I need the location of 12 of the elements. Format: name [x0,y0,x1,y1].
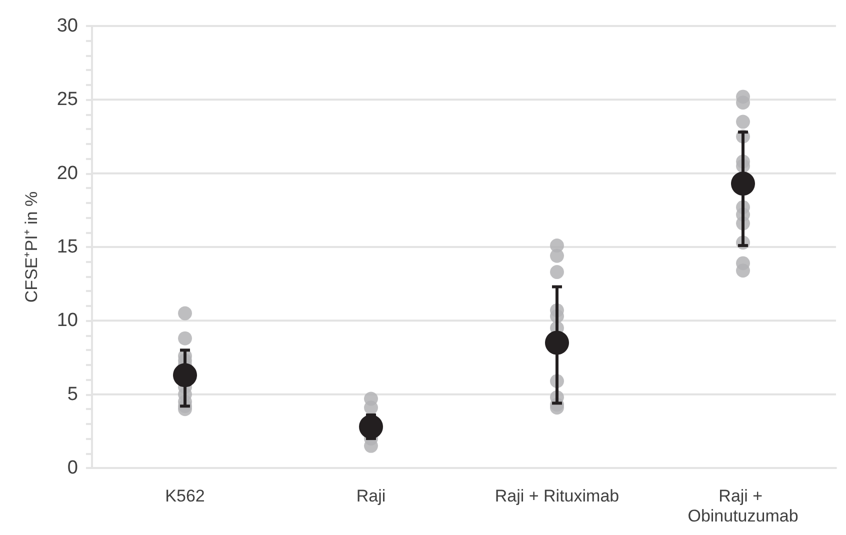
y-tick-label: 15 [56,236,78,258]
y-tick-label: 10 [56,310,78,332]
y-tick-label: 5 [67,384,78,405]
y-tick-label: 25 [56,89,78,110]
x-tick-label: Raji + Rituximab [494,486,620,506]
y-tick-label: 20 [56,162,78,184]
x-tick-label: Raji + Obinutuzumab [688,486,798,526]
y-tick-label: 30 [56,16,78,36]
y-axis-title: CFSE⁺PI⁺ in % [22,191,41,303]
y-tick-label: 0 [67,458,78,478]
x-tick-label: Raji [356,486,386,506]
x-tick-label: K562 [165,486,205,506]
